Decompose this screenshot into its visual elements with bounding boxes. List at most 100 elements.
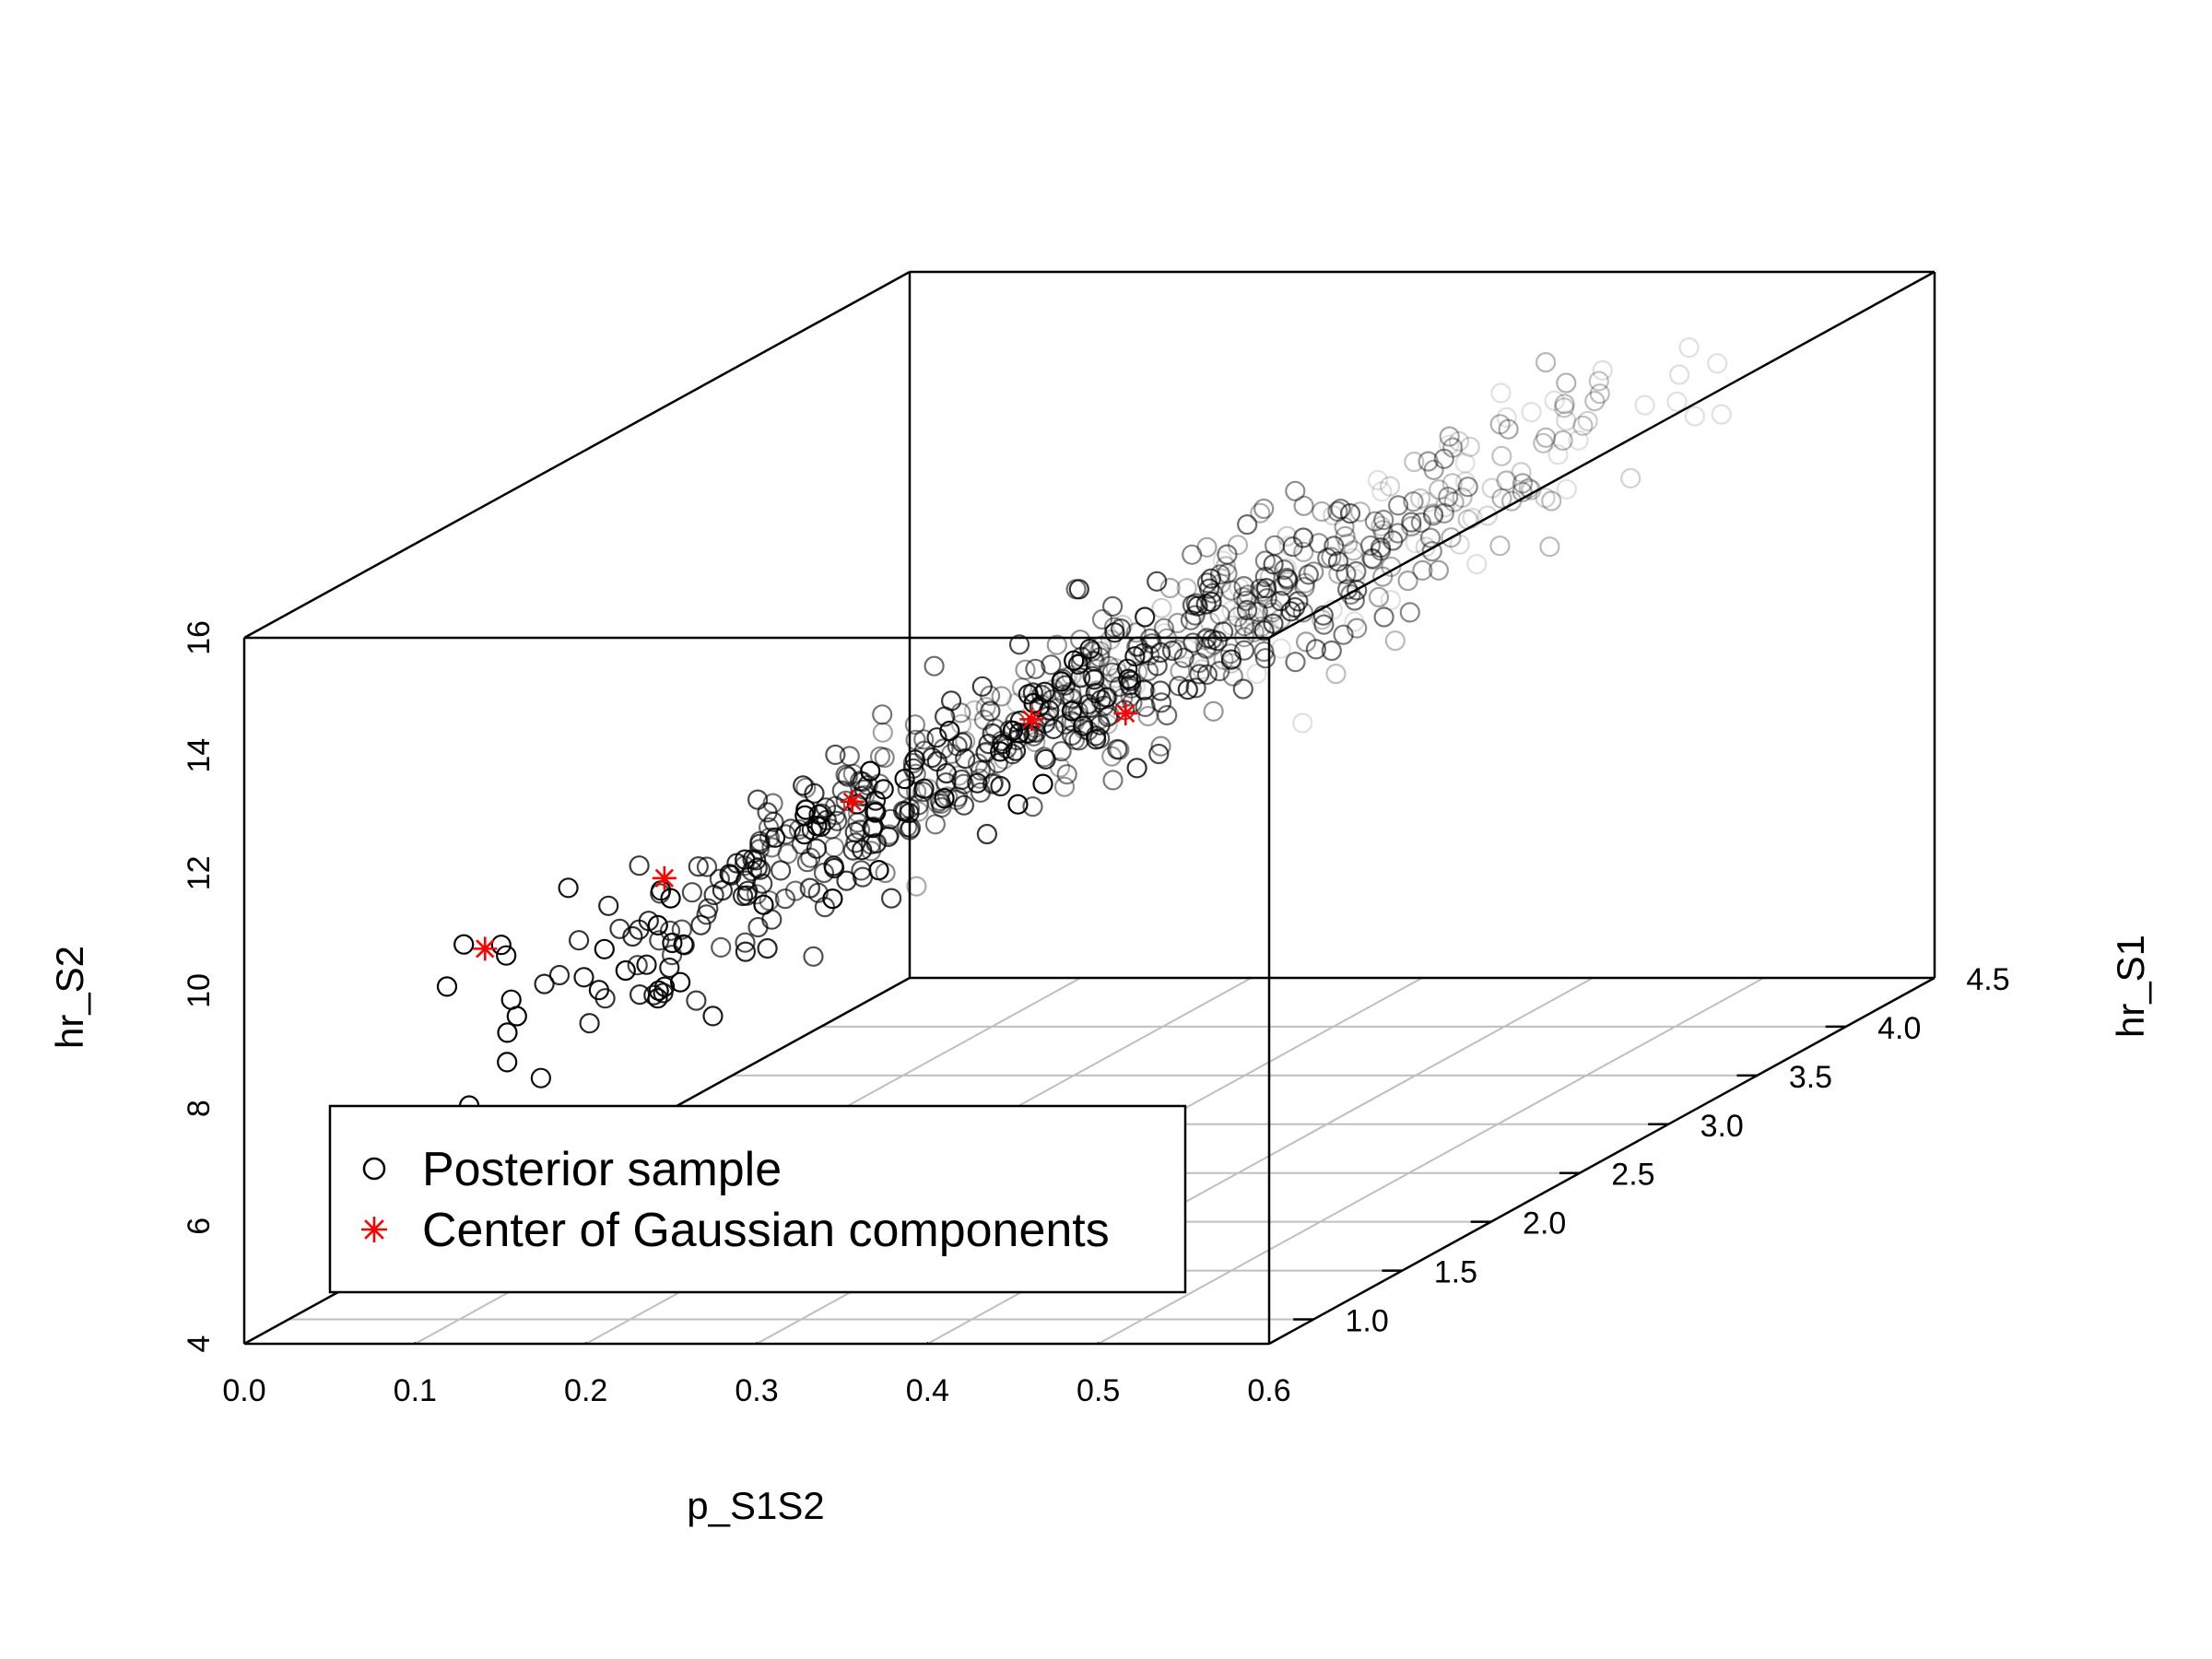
posterior-point [1147,571,1168,592]
legend-asterisk-mark [361,1217,387,1242]
posterior-point [1337,533,1359,555]
posterior-point [1182,544,1203,565]
posterior-point [1233,640,1255,661]
posterior-point [1340,583,1361,606]
posterior-point [622,925,643,947]
posterior-point [1489,414,1511,435]
posterior-point [1096,687,1117,708]
posterior-point [1061,700,1083,722]
posterior-point [1379,476,1401,497]
posterior-point [759,827,781,848]
posterior-point [1124,646,1146,667]
bounding-box [242,270,1936,1346]
posterior-point [794,805,816,827]
posterior-point [1397,570,1418,592]
posterior-point [1213,649,1234,670]
posterior-point [1246,663,1267,685]
posterior-point [1544,390,1565,411]
posterior-point [1490,382,1512,404]
posterior-point [746,850,767,871]
posterior-point [1187,595,1208,617]
posterior-point [1678,337,1700,359]
posterior-point [991,686,1012,707]
posterior-point [686,990,707,1011]
posterior-point [696,904,717,925]
posterior-point [902,752,924,774]
posterior-point [796,852,818,873]
posterior-point [1373,509,1394,531]
posterior-point [1234,616,1255,637]
posterior-point [660,888,681,909]
posterior-point [1064,650,1085,671]
z-tick-label: 4 [182,1335,217,1353]
posterior-point [1280,601,1301,622]
posterior-point [497,1052,518,1073]
posterior-point [534,973,555,994]
y-tick-label: 1.5 [1434,1255,1477,1290]
posterior-point [980,700,1001,722]
posterior-point [873,779,894,800]
y-tick-label: 1.0 [1346,1304,1389,1339]
posterior-point [688,855,709,877]
posterior-point [844,821,865,842]
posterior-point [662,932,683,954]
posterior-point [1423,459,1444,480]
posterior-point [1588,371,1609,392]
posterior-point [1477,505,1499,526]
posterior-point [579,1013,600,1034]
legend-label-centers: Center of Gaussian components [422,1204,1110,1257]
center-marker [840,789,865,814]
posterior-point [1232,586,1253,608]
posterior-point [806,815,828,837]
posterior-point [897,778,918,800]
posterior-point [874,747,895,769]
posterior-point [1361,547,1382,570]
posterior-point [987,752,1008,774]
posterior-point [1177,638,1198,660]
posterior-point [1264,535,1286,556]
posterior-point [774,888,796,910]
posterior-point [673,934,694,955]
posterior-point [1034,681,1055,702]
posterior-point [1194,629,1216,651]
posterior-point [1382,530,1404,551]
posterior-point [649,930,670,951]
box-edge [243,270,911,640]
posterior-point [1084,669,1105,690]
posterior-point [976,823,998,845]
posterior-point [1082,665,1103,687]
posterior-point [1080,697,1101,718]
posterior-point [1552,429,1573,451]
posterior-point [761,837,782,858]
posterior-point [868,859,889,881]
posterior-point [746,884,768,905]
posterior-point [1512,481,1533,502]
posterior-point [1157,704,1178,726]
posterior-point [721,865,742,886]
posterior-point [598,895,619,916]
posterior-point [669,971,691,993]
posterior-point [1285,480,1306,501]
posterior-point [1011,677,1033,699]
posterior-point [1553,397,1575,418]
posterior-point [865,802,886,823]
grid-line-x [1098,977,1765,1345]
z-tick-label: 10 [182,973,217,1008]
posterior-point [1417,491,1439,513]
posterior-point [735,941,757,962]
posterior-point [1236,599,1258,621]
posterior-point [753,894,774,915]
y-tick-label: 4.0 [1877,1011,1921,1046]
posterior-point [1053,776,1076,797]
posterior-point [1457,509,1478,530]
y-tick-label: 3.0 [1700,1109,1744,1144]
posterior-point [1151,597,1172,618]
posterior-point [1443,491,1465,512]
posterior-point [1173,647,1194,668]
posterior-point [1200,568,1222,589]
x-tick-label: 0.2 [564,1373,607,1408]
posterior-point [1236,590,1257,611]
posterior-point [1008,634,1030,655]
posterior-point [436,976,458,997]
